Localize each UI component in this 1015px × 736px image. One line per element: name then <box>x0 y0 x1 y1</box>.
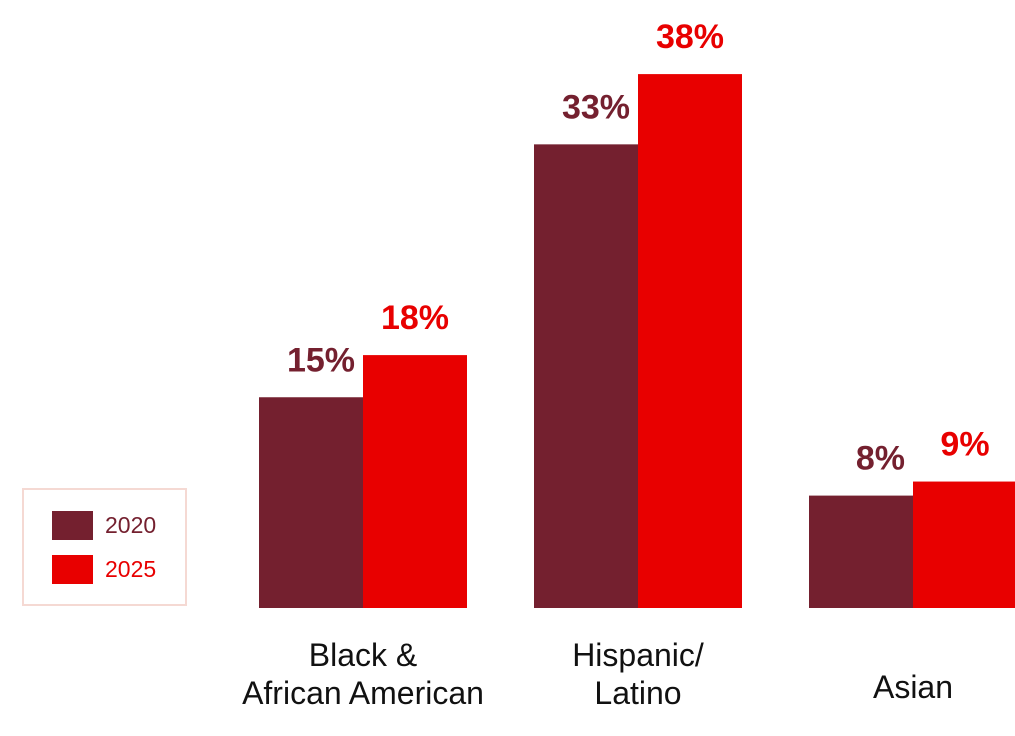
data-label-2020-0: 15% <box>287 341 355 379</box>
category-label-0: Black & African American <box>242 637 484 711</box>
bar-2020-1 <box>534 144 638 608</box>
legend-label-2020: 2020 <box>105 511 157 538</box>
legend-label-2025: 2025 <box>105 555 157 582</box>
category-label-2: Asian <box>873 669 953 705</box>
bar-2025-1 <box>638 74 742 609</box>
data-label-2025-2: 9% <box>940 426 989 464</box>
data-label-2025-1: 38% <box>656 18 724 56</box>
bar-2020-2 <box>809 495 913 608</box>
data-label-2020-1: 33% <box>562 88 630 126</box>
bar-2025-0 <box>363 355 467 608</box>
bar-2025-2 <box>913 481 1015 608</box>
data-label-2025-0: 18% <box>381 299 449 337</box>
data-label-2020-2: 8% <box>856 440 905 478</box>
legend: 2020 2025 <box>22 488 187 606</box>
category-label-1: Hispanic/Latino <box>572 637 704 711</box>
legend-swatch-2025 <box>52 554 93 584</box>
legend-item-2025: 2025 <box>52 554 156 584</box>
legend-swatch-2020 <box>52 510 93 540</box>
bar-2020-0 <box>259 397 363 608</box>
legend-item-2020: 2020 <box>52 510 156 540</box>
